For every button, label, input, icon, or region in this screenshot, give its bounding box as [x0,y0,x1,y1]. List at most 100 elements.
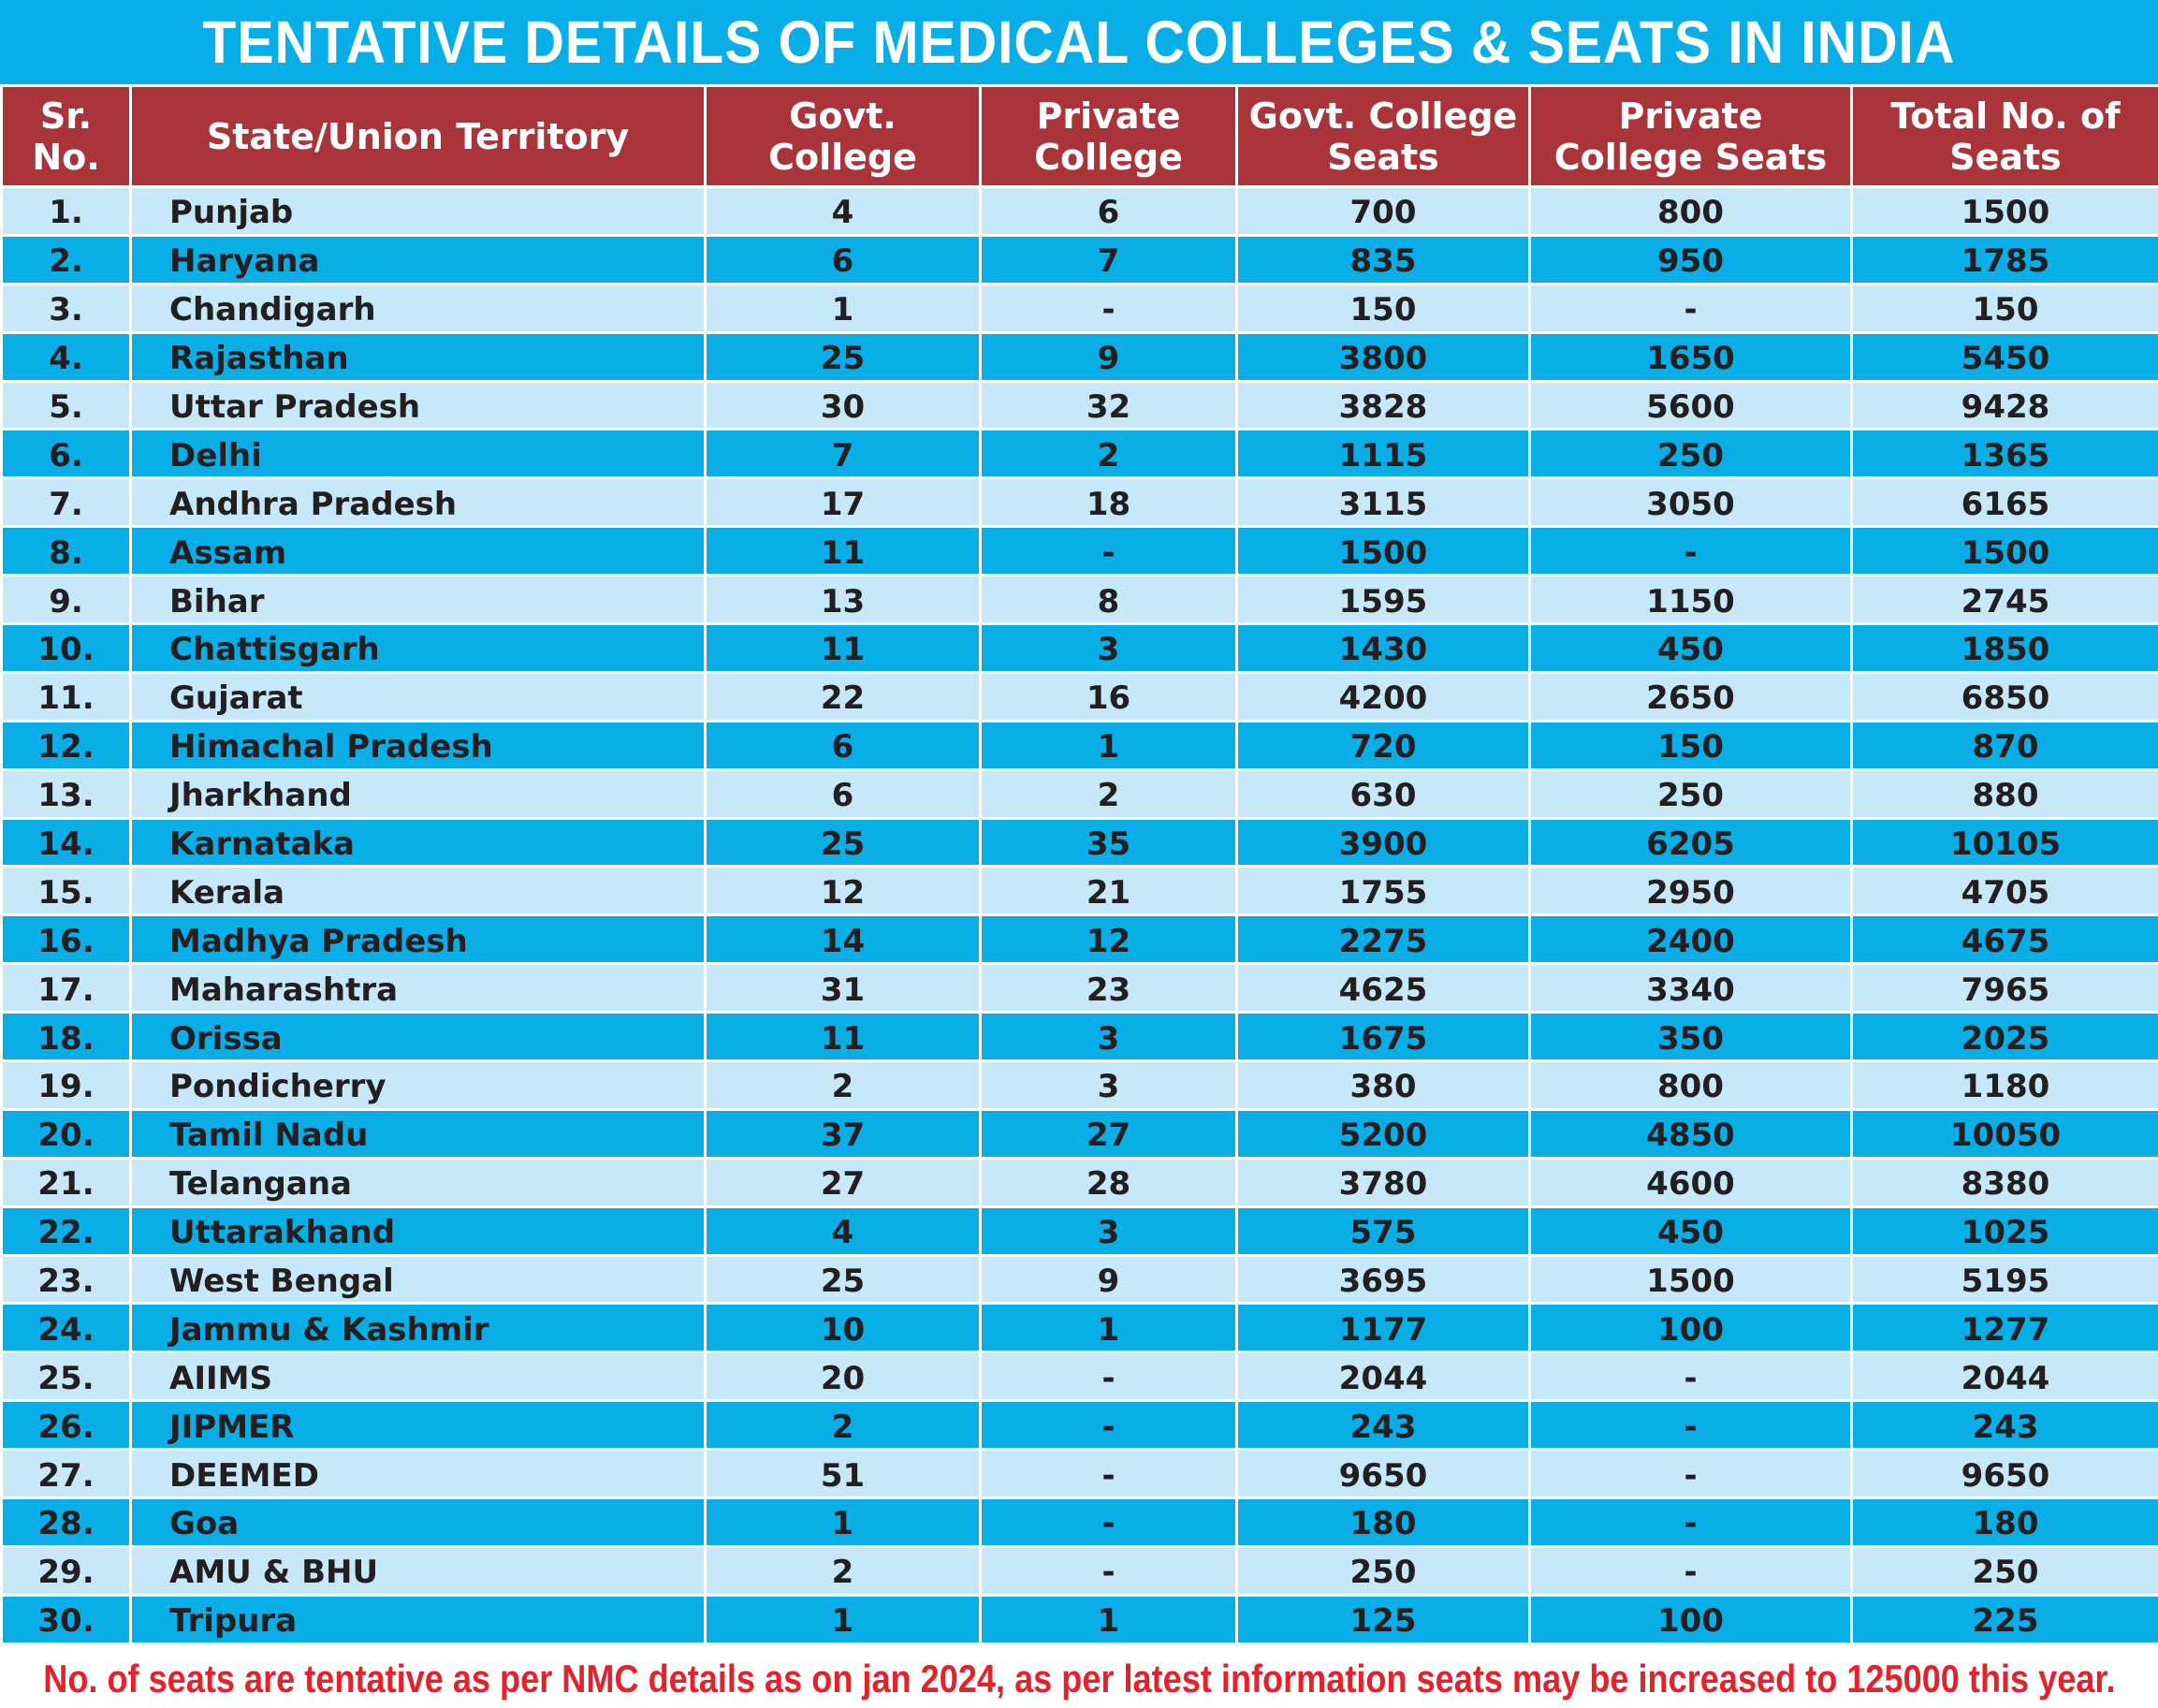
cell-sr-no: 4. [0,330,132,383]
cell-sr-no: 9. [0,574,132,626]
cell-govt-seats: 1595 [1235,574,1531,626]
cell-govt-seats: 3900 [1235,816,1531,869]
cell-total-seats: 1365 [1850,428,2158,480]
cell-total-seats: 1500 [1850,525,2158,577]
cell-private-college: - [979,1448,1238,1500]
table-row: 11. Gujarat 22 16 4200 2650 6850 [0,670,2158,723]
column-header-govt-college: Govt. College [704,84,982,188]
cell-private-college: 35 [979,816,1238,869]
cell-sr-no: 28. [0,1496,132,1548]
column-header-state: State/Union Territory [129,84,707,188]
cell-total-seats: 10050 [1850,1107,2158,1160]
cell-govt-college: 22 [704,670,982,723]
cell-sr-no: 24. [0,1302,132,1354]
cell-private-college: 9 [979,1253,1238,1306]
cell-private-college: 21 [979,865,1238,917]
cell-total-seats: 6850 [1850,670,2158,723]
table-row: 6. Delhi 7 2 1115 250 1365 [0,428,2158,480]
cell-private-college: 2 [979,428,1238,480]
cell-total-seats: 180 [1850,1496,2158,1548]
cell-state: Madhya Pradesh [129,913,707,966]
cell-state: Kerala [129,865,707,917]
cell-state: Orissa [129,1011,707,1063]
cell-govt-seats: 1177 [1235,1302,1531,1354]
cell-private-seats: 5600 [1528,379,1853,431]
cell-total-seats: 1180 [1850,1059,2158,1111]
cell-state: Telangana [129,1156,707,1208]
cell-govt-seats: 2044 [1235,1350,1531,1403]
cell-private-seats: 3340 [1528,962,1853,1015]
table-row: 18. Orissa 11 3 1675 350 2025 [0,1011,2158,1063]
table-row: 27. DEEMED 51-9650-9650 [0,1448,2158,1500]
table-row: 20. Tamil Nadu 37 27 5200 4850 10050 [0,1107,2158,1160]
cell-govt-seats: 125 [1235,1593,1531,1645]
cell-state: Jammu & Kashmir [129,1302,707,1354]
cell-state: AIIMS [129,1350,707,1403]
cell-private-seats: - [1528,1496,1853,1548]
cell-private-seats: 4850 [1528,1107,1853,1160]
cell-govt-college: 17 [704,476,982,529]
cell-govt-seats: 1115 [1235,428,1531,480]
cell-sr-no: 21. [0,1156,132,1208]
cell-sr-no: 3. [0,282,132,334]
cell-sr-no: 25. [0,1350,132,1403]
cell-sr-no: 7. [0,476,132,529]
cell-state: Uttar Pradesh [129,379,707,431]
cell-govt-seats: 3695 [1235,1253,1531,1306]
column-header-private-seats: Private College Seats [1528,84,1853,188]
cell-private-seats: - [1528,282,1853,334]
cell-govt-seats: 720 [1235,719,1531,771]
cell-private-college: 8 [979,574,1238,626]
cell-private-college: 2 [979,767,1238,820]
cell-govt-college: 12 [704,865,982,917]
table-row: 17. Maharashtra 31 23 4625 3340 7965 [0,962,2158,1015]
cell-total-seats: 9428 [1850,379,2158,431]
cell-govt-seats: 575 [1235,1204,1531,1257]
cell-state: Maharashtra [129,962,707,1015]
cell-govt-seats: 5200 [1235,1107,1531,1160]
cell-govt-college: 1 [704,1593,982,1645]
table-row: 23. West Bengal 25 9 3695 1500 5195 [0,1253,2158,1306]
cell-total-seats: 2025 [1850,1011,2158,1063]
cell-private-seats: - [1528,1350,1853,1403]
cell-total-seats: 1500 [1850,185,2158,237]
cell-state: Assam [129,525,707,577]
cell-private-college: 3 [979,1204,1238,1257]
cell-private-seats: 250 [1528,428,1853,480]
cell-state: Tripura [129,1593,707,1645]
cell-govt-seats: 250 [1235,1544,1531,1597]
cell-govt-college: 6 [704,233,982,285]
column-header-total-seats: Total No. of Seats [1850,84,2158,188]
cell-govt-seats: 180 [1235,1496,1531,1548]
table-row: 16. Madhya Pradesh 14 12 2275 2400 4675 [0,913,2158,966]
cell-govt-college: 31 [704,962,982,1015]
table-row: 19. Pondicherry 2 3 380 800 1180 [0,1059,2158,1111]
table-row: 21. Telangana 27 28 3780 4600 8380 [0,1156,2158,1208]
cell-sr-no: 19. [0,1059,132,1111]
cell-govt-college: 4 [704,1204,982,1257]
cell-private-college: 1 [979,1593,1238,1645]
cell-govt-seats: 2275 [1235,913,1531,966]
cell-private-seats: 450 [1528,1204,1853,1257]
cell-private-seats: 950 [1528,233,1853,285]
cell-govt-seats: 380 [1235,1059,1531,1111]
cell-govt-seats: 3780 [1235,1156,1531,1208]
cell-govt-college: 6 [704,767,982,820]
cell-private-seats: - [1528,1399,1853,1452]
table-row: 10. Chattisgarh 11 3 1430 450 1850 [0,622,2158,674]
table-row: 28. Goa 1-180-180 [0,1496,2158,1548]
cell-private-college: - [979,282,1238,334]
cell-private-seats: 150 [1528,719,1853,771]
table-row: 5. Uttar Pradesh 30 32 3828 5600 9428 [0,379,2158,431]
cell-sr-no: 8. [0,525,132,577]
table-row: 12. Himachal Pradesh 6 1 720 150 870 [0,719,2158,771]
cell-sr-no: 27. [0,1448,132,1500]
cell-govt-college: 20 [704,1350,982,1403]
table-row: 25. AIIMS 20-2044-2044 [0,1350,2158,1403]
cell-state: Goa [129,1496,707,1548]
cell-total-seats: 150 [1850,282,2158,334]
table-row: 14. Karnataka 25 35 3900 6205 10105 [0,816,2158,869]
cell-total-seats: 880 [1850,767,2158,820]
cell-total-seats: 4675 [1850,913,2158,966]
